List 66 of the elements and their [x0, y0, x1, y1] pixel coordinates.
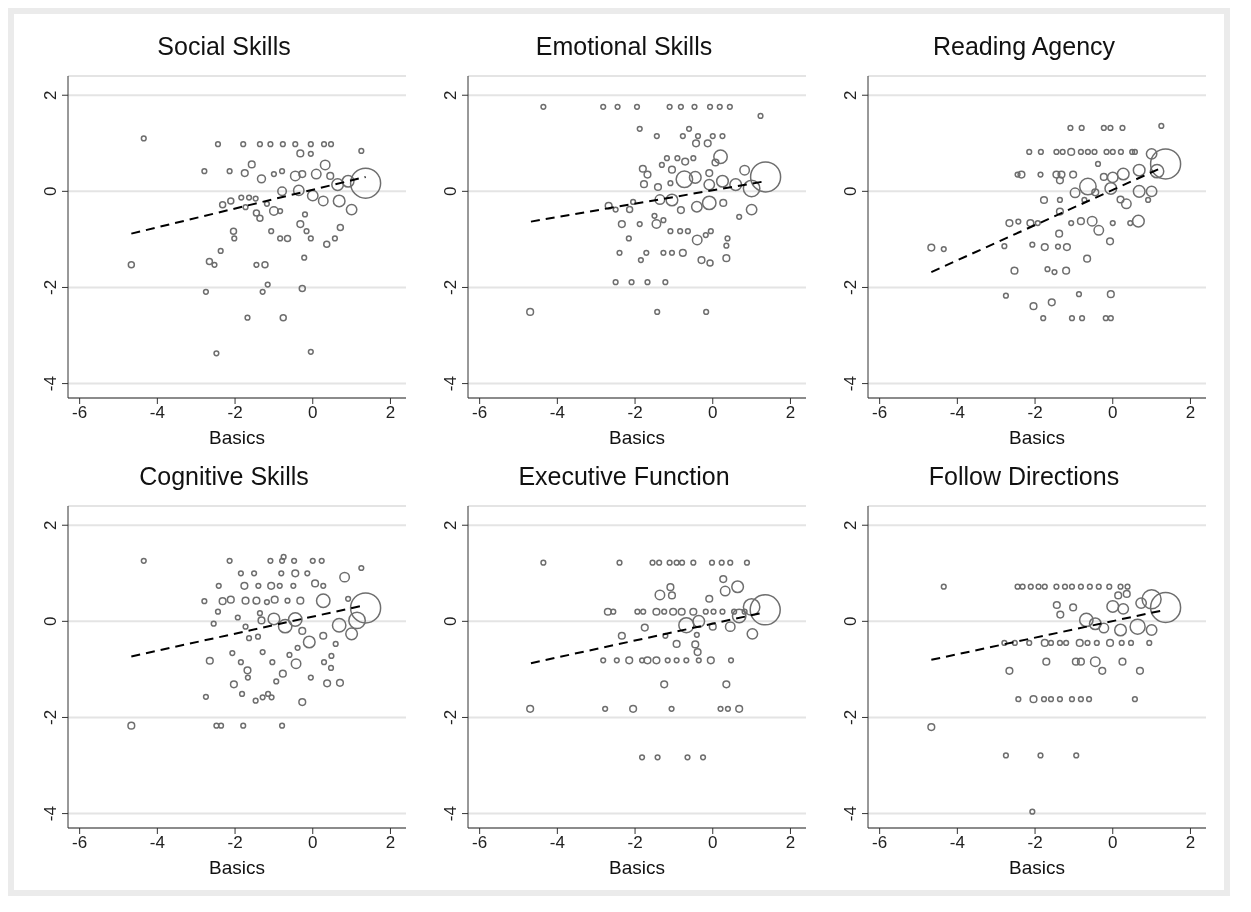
x-tick-label: -6: [872, 833, 888, 853]
x-axis-title: Basics: [609, 857, 665, 878]
x-tick-label: 0: [1108, 403, 1118, 423]
chart-title: Follow Directions: [927, 461, 1121, 492]
x-tick-label: -4: [149, 403, 165, 423]
x-axis-title: Basics: [1009, 857, 1065, 878]
x-tick-label: 2: [785, 403, 796, 423]
y-tick-label: -4: [441, 376, 460, 392]
chart-title: Emotional Skills: [534, 31, 714, 62]
y-tick-label: 2: [41, 90, 60, 100]
x-tick-label: 2: [385, 403, 396, 423]
x-tick-label: -6: [472, 833, 488, 853]
y-tick-label: -4: [841, 806, 860, 822]
x-tick-label: -6: [872, 403, 888, 423]
y-tick-label: 0: [841, 186, 860, 197]
y-tick-label: 0: [441, 616, 460, 627]
y-tick-label: -2: [441, 709, 460, 726]
x-tick-label: 0: [708, 833, 718, 853]
y-tick-label: 2: [41, 520, 60, 530]
chart-title: Reading Agency: [931, 31, 1117, 62]
y-tick-label: -4: [41, 376, 60, 392]
x-axis-title: Basics: [609, 427, 665, 448]
y-tick-label: 2: [841, 520, 860, 530]
x-tick-label: 2: [785, 833, 796, 853]
y-tick-label: 0: [41, 616, 60, 627]
x-tick-label: -2: [227, 833, 243, 853]
x-tick-label: 2: [1185, 833, 1196, 853]
y-tick-label: -2: [41, 709, 60, 726]
x-tick-label: 2: [385, 833, 396, 853]
x-axis-title: Basics: [1009, 427, 1065, 448]
y-tick-label: 0: [41, 186, 60, 197]
y-tick-label: 0: [441, 186, 460, 197]
x-tick-label: -6: [72, 833, 88, 853]
chart-title: Cognitive Skills: [138, 461, 310, 492]
x-tick-label: -2: [1027, 403, 1043, 423]
y-tick-label: -4: [441, 806, 460, 822]
x-tick-label: -4: [549, 403, 565, 423]
y-tick-label: -4: [41, 806, 60, 822]
x-tick-label: -2: [627, 403, 643, 423]
x-tick-label: 0: [308, 403, 318, 423]
y-tick-label: 2: [441, 90, 460, 100]
x-tick-label: -4: [149, 833, 165, 853]
chart-title: Executive Function: [517, 461, 731, 492]
x-tick-label: -6: [472, 403, 488, 423]
x-tick-label: -4: [949, 403, 965, 423]
chart-title: Social Skills: [156, 31, 292, 62]
x-axis-title: Basics: [209, 427, 265, 448]
y-tick-label: 2: [841, 90, 860, 100]
x-tick-label: 0: [1108, 833, 1118, 853]
x-tick-label: -2: [627, 833, 643, 853]
y-tick-label: -4: [841, 376, 860, 392]
x-tick-label: 0: [708, 403, 718, 423]
y-tick-label: -2: [841, 279, 860, 296]
x-tick-label: -4: [949, 833, 965, 853]
y-tick-label: 0: [841, 616, 860, 627]
y-tick-label: -2: [41, 279, 60, 296]
x-tick-label: -4: [549, 833, 565, 853]
x-axis-title: Basics: [209, 857, 265, 878]
x-tick-label: 2: [1185, 403, 1196, 423]
y-tick-label: -2: [441, 279, 460, 296]
x-tick-label: -2: [1027, 833, 1043, 853]
x-tick-label: -6: [72, 403, 88, 423]
x-tick-label: 0: [308, 833, 318, 853]
x-tick-label: -2: [227, 403, 243, 423]
y-tick-label: 2: [441, 520, 460, 530]
y-tick-label: -2: [841, 709, 860, 726]
